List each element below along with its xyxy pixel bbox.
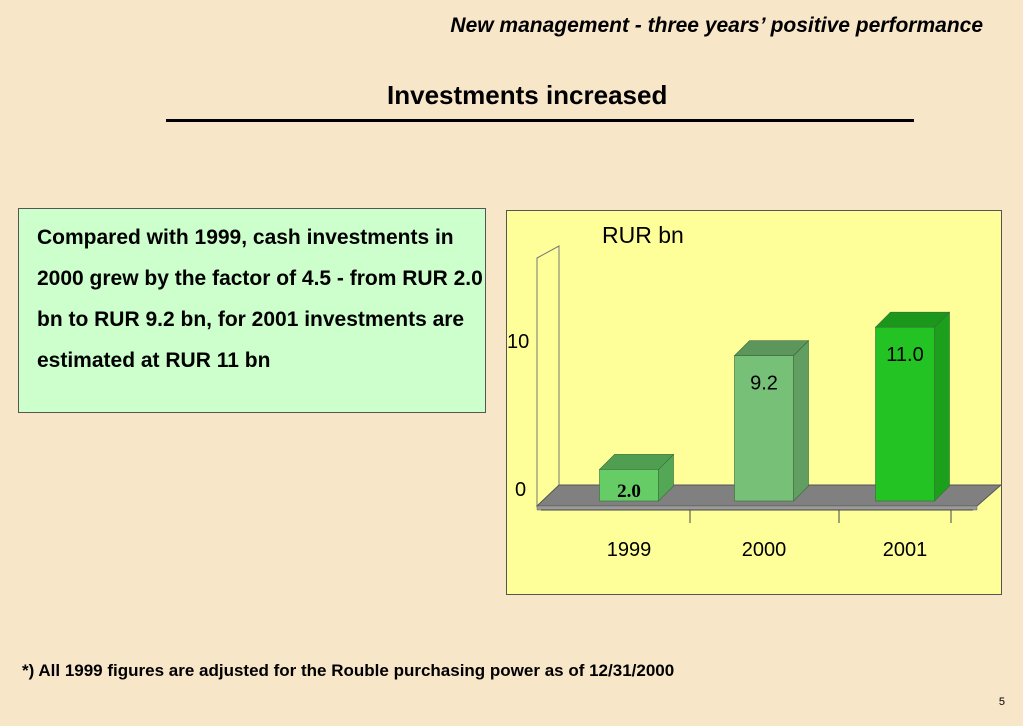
page-number: 5 — [998, 696, 1005, 708]
chart-title: RUR bn — [602, 222, 684, 248]
bars-layer: 2.0 1999 9.2 2000 11.0 2001 — [598, 311, 951, 561]
bar-1999 — [599, 469, 659, 502]
x-tick-label-2001: 2001 — [883, 539, 928, 561]
chart-back-wall — [536, 245, 560, 507]
data-label-1999: 2.0 — [617, 481, 641, 502]
data-label-2000: 9.2 — [750, 373, 778, 395]
y-tick-label-0: 0 — [515, 479, 526, 501]
presentation-title: New management - three years’ positive p… — [450, 14, 983, 37]
summary-text: Compared with 1999, cash investments in … — [37, 226, 483, 372]
chart-floor-edge — [536, 505, 978, 511]
bar-2001 — [875, 326, 935, 502]
slide-heading: Investments increased — [387, 80, 668, 110]
data-label-2001: 11.0 — [886, 344, 923, 366]
investment-chart: RUR bn 10 0 2.0 1999 9.2 2000 11.0 2001 — [506, 210, 1002, 595]
heading-underline — [166, 119, 914, 122]
chart-canvas: RUR bn 10 0 2.0 1999 9.2 2000 11.0 2001 — [507, 222, 1001, 561]
summary-text-box: Compared with 1999, cash investments in … — [18, 208, 486, 413]
bar-2001-side — [934, 311, 950, 502]
bar-2000 — [734, 355, 794, 502]
footnote: *) All 1999 figures are adjusted for the… — [22, 661, 675, 680]
x-tick-label-1999: 1999 — [607, 539, 652, 561]
y-tick-label-10: 10 — [507, 331, 529, 353]
bar-2000-side — [793, 339, 809, 502]
x-tick-label-2000: 2000 — [742, 539, 787, 561]
